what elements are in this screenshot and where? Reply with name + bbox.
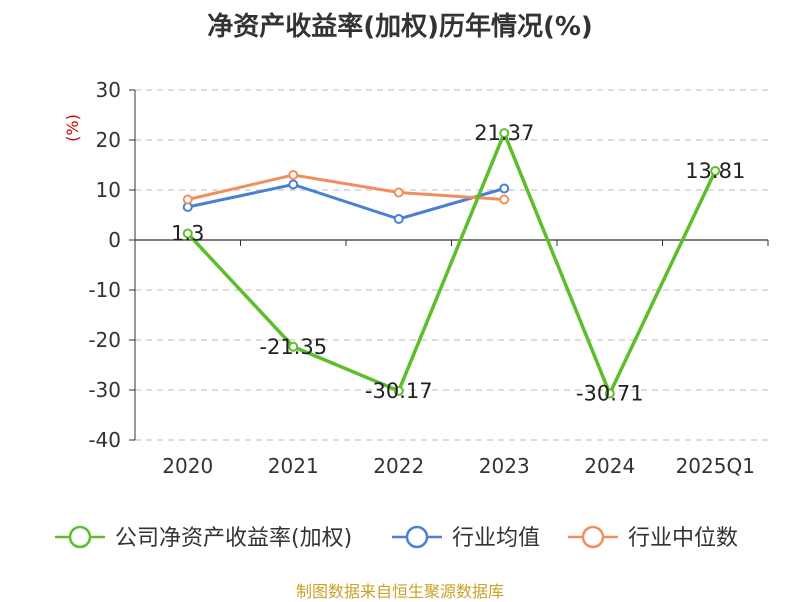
- data-point-company: [710, 165, 721, 176]
- data-label: -30.71: [576, 382, 644, 406]
- axis-layer: -40 -30 -20 -10 0 10 20 30 2020 2021 2022 2023 2024 2…: [63, 78, 769, 478]
- y-tick-label: 30: [96, 78, 121, 102]
- y-tick-label: 20: [96, 128, 121, 152]
- x-tick-label: 2025Q1: [676, 454, 755, 478]
- data-point-industry_median: [182, 194, 193, 205]
- y-tick-label: -40: [88, 428, 121, 452]
- label-layer: 1.3 -21.35 -30.17 21.37 -30.71 13.81: [171, 121, 745, 405]
- data-point-company: [499, 128, 510, 139]
- data-label: -30.17: [365, 379, 433, 403]
- legend-marker-industry_avg: [405, 525, 429, 549]
- legend: 公司净资产收益率(加权) 行业均值 行业中位数: [55, 525, 738, 551]
- y-tick-label: 10: [96, 178, 121, 202]
- data-label: 21.37: [474, 121, 534, 145]
- x-tick-label: 2022: [373, 454, 424, 478]
- data-point-industry_median: [288, 170, 299, 180]
- data-point-industry_avg: [499, 183, 510, 194]
- series-line-industry_median: [187, 173, 505, 201]
- data-point-company: [604, 388, 615, 399]
- y-tick-label: -20: [88, 328, 121, 352]
- data-point-industry_median: [393, 187, 404, 198]
- x-tick-label: 2020: [162, 454, 213, 478]
- legend-marker-company: [68, 525, 92, 549]
- data-point-company: [182, 228, 193, 239]
- series-layer: [182, 128, 721, 399]
- legend-label-industry_median: 行业中位数: [628, 526, 738, 551]
- data-point-company: [393, 385, 404, 396]
- y-tick-label: 0: [108, 228, 121, 252]
- y-tick-label: -30: [88, 378, 121, 402]
- data-label: -21.35: [259, 335, 327, 359]
- data-point-industry_avg: [288, 179, 299, 190]
- data-label: 1.3: [171, 222, 204, 246]
- data-point-industry_median: [499, 194, 510, 205]
- series-line-company: [186, 131, 717, 396]
- legend-marker-industry_median: [581, 525, 605, 549]
- y-tick-label: -10: [88, 278, 121, 302]
- x-tick-label: 2021: [268, 454, 319, 478]
- legend-label-industry_avg: 行业均值: [452, 526, 540, 551]
- data-point-industry_avg: [393, 214, 404, 224]
- data-point-company: [288, 341, 299, 352]
- series-line-industry_avg: [187, 183, 505, 221]
- legend-label-company: 公司净资产收益率(加权): [115, 526, 352, 551]
- data-label: 13.81: [685, 159, 745, 183]
- source-note: 制图数据来自恒生聚源数据库: [295, 582, 504, 601]
- x-tick-label: 2023: [479, 454, 530, 478]
- x-tick-label: 2024: [584, 454, 635, 478]
- chart-title: 净资产收益率(加权)历年情况(%): [207, 12, 593, 42]
- y-axis-label: (%): [63, 114, 82, 142]
